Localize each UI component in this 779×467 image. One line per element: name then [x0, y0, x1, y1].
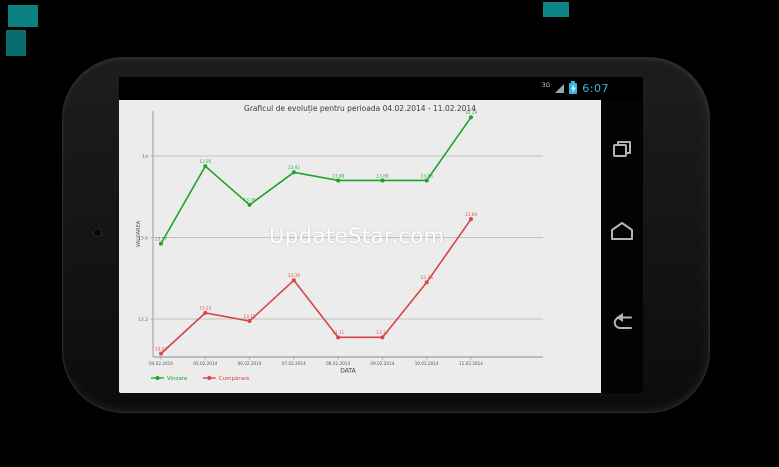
- point-label: 13.38: [421, 275, 434, 281]
- data-point: [468, 217, 473, 222]
- point-label: 13.88: [332, 173, 345, 179]
- back-button[interactable]: [601, 304, 643, 338]
- x-axis-title: DATA: [340, 368, 356, 375]
- legend-label-0: Vinzare: [167, 376, 188, 382]
- x-tick-label: 07.02.2014: [282, 361, 306, 366]
- data-point: [159, 241, 163, 246]
- point-label: 14.19: [465, 110, 478, 116]
- navigation-bar: [601, 100, 643, 393]
- recents-icon: [613, 141, 631, 157]
- data-point: [380, 335, 385, 340]
- photo-artifact: [8, 5, 38, 27]
- y-axis-title: VALOAREA: [136, 220, 142, 247]
- x-tick-label: 04.02.2014: [149, 361, 173, 366]
- x-tick-label: 10.02.2014: [415, 361, 439, 366]
- point-label: 13.92: [288, 165, 301, 171]
- home-button[interactable]: [601, 214, 643, 248]
- back-icon: [613, 313, 632, 329]
- photo-artifact: [6, 30, 26, 56]
- point-label: 13.69: [465, 212, 478, 218]
- point-label: 13.11: [376, 330, 389, 336]
- legend-marker: [155, 376, 160, 380]
- status-bar: 3G 6:07: [119, 77, 643, 100]
- point-label: 13.88: [376, 173, 389, 179]
- x-tick-label: 06.02.2014: [238, 361, 262, 366]
- charging-bolt-icon: [570, 84, 576, 93]
- point-label: 13.11: [332, 330, 345, 336]
- chart-app-window: Graficul de evoluție pentru perioada 04.…: [119, 100, 601, 393]
- point-label: 13.57: [155, 236, 168, 242]
- x-tick-label: 09.02.2014: [370, 361, 394, 366]
- home-icon: [611, 222, 633, 240]
- data-point: [247, 319, 252, 324]
- data-point: [291, 170, 296, 175]
- point-label: 13.76: [243, 198, 256, 204]
- y-tick-label: 14: [142, 154, 148, 160]
- y-tick-label: 13.6: [138, 235, 148, 241]
- phone-screen: 3G 6:07 Graficul de evoluție pentru peri…: [119, 77, 643, 393]
- data-point: [380, 178, 385, 183]
- data-point: [468, 115, 473, 120]
- series-line: [160, 218, 472, 355]
- chart-plot: 14 13.6 13.2 04.02.2014 05.02.2014 06.02.2014…: [136, 110, 543, 382]
- y-tick-label: 13.2: [138, 317, 148, 323]
- data-point: [424, 280, 429, 285]
- legend-marker: [207, 376, 212, 380]
- point-label: 13.39: [288, 273, 301, 279]
- watermark-text: UpdateStar.com: [269, 224, 445, 248]
- data-point: [424, 178, 429, 183]
- data-point: [336, 335, 341, 340]
- point-label: 13.88: [421, 173, 434, 179]
- series-1: 13.03 13.23 13.19 13.39 13.11 13.11 13.38 13.69: [155, 212, 478, 356]
- data-point: [291, 278, 296, 283]
- series-line: [160, 116, 472, 245]
- phone-body: 3G 6:07 Graficul de evoluție pentru peri…: [62, 57, 710, 413]
- x-tick-label: 05.02.2014: [193, 361, 217, 366]
- chart-title: Graficul de evoluție pentru perioada 04.…: [244, 104, 476, 113]
- x-tick-label: 08.02.2014: [326, 361, 350, 366]
- status-clock: 6:07: [582, 82, 609, 95]
- signal-strength-icon: [555, 84, 565, 93]
- legend-label-1: Cumpărare: [219, 376, 250, 382]
- data-point: [159, 351, 163, 356]
- point-label: 13.19: [243, 314, 256, 320]
- recent-apps-button[interactable]: [601, 132, 643, 166]
- point-label: 13.03: [155, 346, 168, 352]
- data-point: [203, 310, 208, 315]
- data-point: [247, 202, 252, 207]
- x-tick-label: 11.02.2014: [459, 361, 483, 366]
- point-label: 13.95: [199, 159, 212, 165]
- network-type-label: 3G: [541, 82, 551, 89]
- point-label: 13.23: [199, 306, 212, 312]
- battery-icon: [569, 81, 578, 94]
- front-camera: [93, 228, 102, 237]
- data-point: [336, 178, 341, 183]
- data-point: [203, 164, 208, 169]
- series-0: 13.57 13.95 13.76 13.92 13.88 13.88 13.88 14.19: [155, 110, 478, 246]
- photo-artifact: [543, 2, 569, 17]
